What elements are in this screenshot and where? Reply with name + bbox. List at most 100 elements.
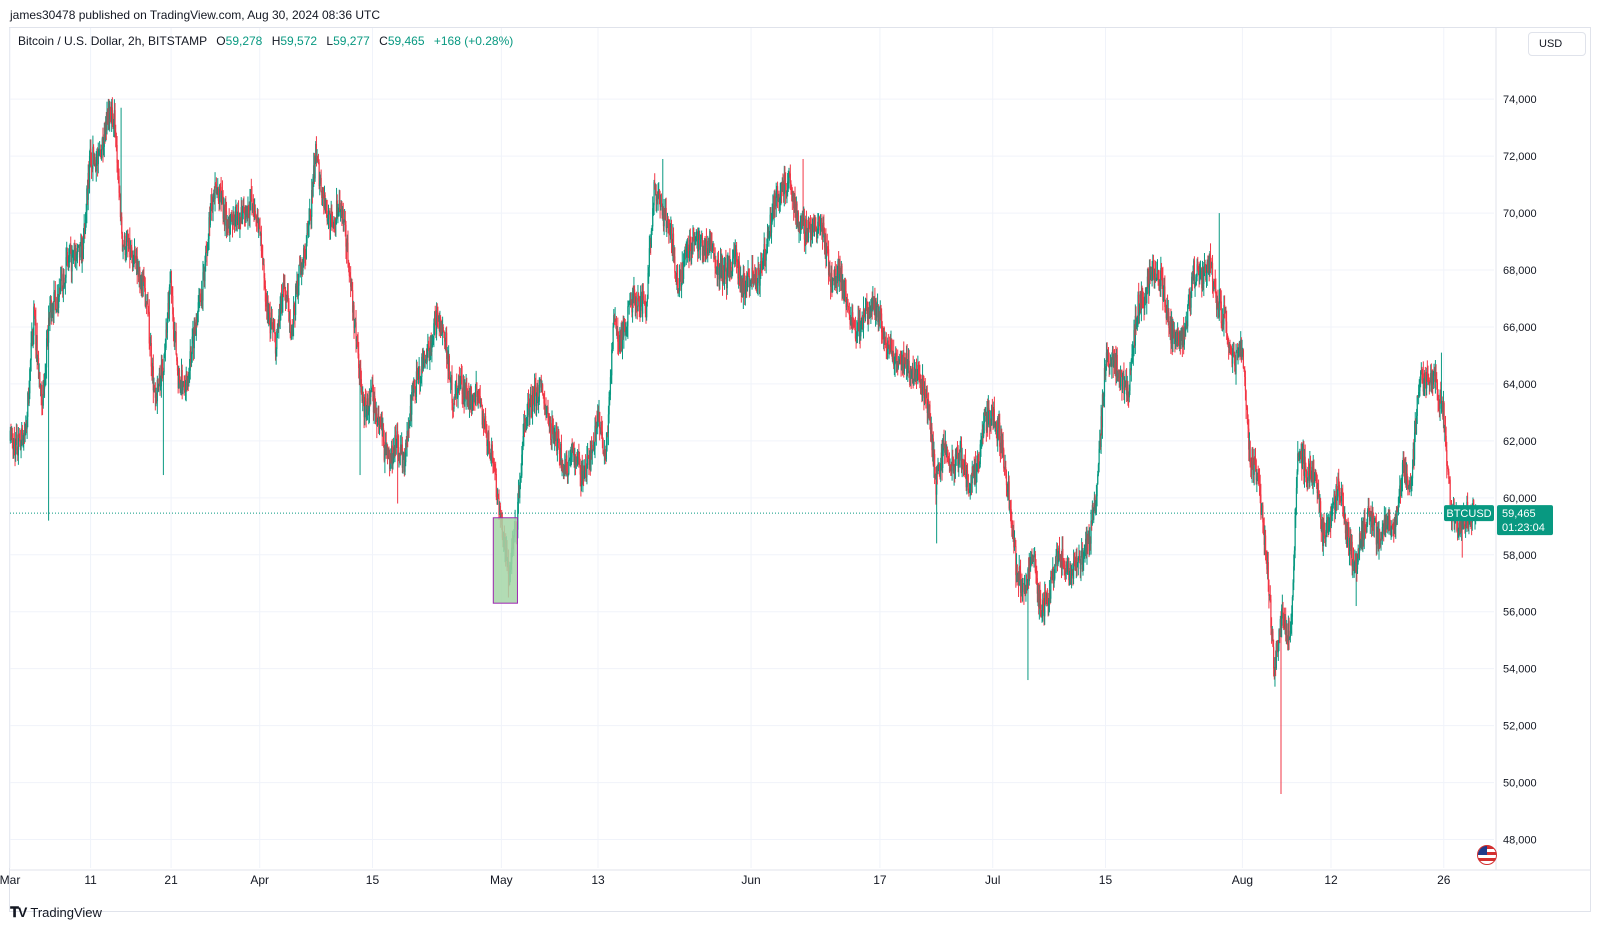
currency-button[interactable]: USD (1528, 32, 1586, 56)
candle-body (23, 432, 25, 440)
candle-body (903, 362, 906, 372)
candle-body (832, 278, 834, 281)
candle-body (1091, 505, 1093, 524)
candle-body (765, 252, 767, 261)
candle-body (422, 358, 424, 372)
candle-body (129, 238, 131, 257)
candle-body (41, 403, 44, 406)
candle-body (452, 408, 454, 409)
candle-body (1233, 351, 1235, 356)
candle-body (1442, 403, 1445, 417)
candle-body (1355, 561, 1357, 567)
candle-body (693, 228, 695, 235)
candle-body (1046, 593, 1048, 598)
candle-body (172, 314, 175, 330)
candle-body (786, 191, 788, 195)
candle-body (1266, 554, 1268, 570)
candle-body (410, 405, 412, 415)
candle-body (558, 431, 560, 448)
candle-body (419, 368, 421, 383)
candle-body (101, 138, 103, 149)
us-flag-icon[interactable] (1477, 845, 1497, 865)
candle-body (1300, 451, 1302, 454)
candle-body (80, 242, 82, 245)
axes: 74,00072,00070,00068,00066,00064,00062,0… (0, 28, 1591, 887)
candle-body (813, 223, 816, 227)
candle-body (1190, 290, 1192, 308)
candle-body (582, 470, 585, 478)
candle-body (253, 205, 255, 212)
candle-body (1183, 330, 1185, 345)
candle-body (301, 270, 303, 275)
candle-body (203, 271, 205, 273)
candle-body (442, 326, 444, 332)
candle-body (441, 321, 443, 333)
candle-body (36, 335, 38, 363)
candle-body (1356, 562, 1359, 570)
candle-body (716, 271, 718, 275)
candle-body (1306, 481, 1308, 483)
candle-body (454, 384, 456, 399)
candle-body (1274, 657, 1276, 676)
candle-body (823, 229, 826, 248)
candle-body (698, 235, 700, 239)
candle-body (368, 411, 370, 415)
candle-body (871, 302, 873, 309)
candle-body (335, 220, 337, 225)
candle-body (854, 326, 856, 328)
candle-body (1415, 415, 1418, 423)
y-tick-label: 70,000 (1503, 208, 1537, 220)
candle-body (593, 449, 595, 451)
candle-body (1067, 563, 1069, 565)
candle-body (801, 217, 804, 220)
candle-body (94, 159, 96, 164)
candle-body (631, 293, 634, 313)
tradingview-logo[interactable]: 𝐓V TradingView (10, 904, 102, 921)
candle-body (92, 146, 94, 169)
candle-body (1105, 352, 1108, 364)
candle-body (1219, 300, 1222, 302)
candle-body (244, 214, 246, 223)
candle-body (1154, 272, 1156, 278)
candle-body (158, 373, 160, 384)
candle-body (982, 429, 984, 437)
candle-body (1070, 568, 1072, 578)
candle-body (1273, 668, 1275, 676)
candle-body (86, 188, 88, 212)
candle-body (1071, 570, 1073, 574)
symbol-title[interactable]: Bitcoin / U.S. Dollar, 2h, BITSTAMP (18, 34, 207, 48)
candle-body (1268, 580, 1270, 596)
candle-body (19, 441, 22, 450)
candle-body (626, 326, 628, 329)
candle-body (1246, 406, 1248, 408)
candle-body (536, 387, 538, 393)
candle-body (190, 354, 193, 362)
candle-body (218, 200, 220, 202)
candle-body (66, 252, 68, 262)
candle-body (957, 455, 959, 468)
candle-body (199, 293, 201, 302)
candle-body (522, 435, 524, 443)
candle-body (377, 416, 379, 424)
candle-body (462, 393, 464, 397)
candle-body (1055, 554, 1057, 567)
candle-body (80, 242, 83, 264)
candle-body (979, 464, 981, 466)
candle-body (1244, 376, 1247, 391)
candle-body (817, 218, 820, 222)
candle-body (1328, 526, 1330, 535)
candle-body (1041, 615, 1043, 617)
candle-body (1161, 277, 1163, 279)
candle-body (395, 435, 397, 445)
candle-body (994, 422, 996, 425)
candle-body (429, 359, 431, 361)
candle-body (144, 288, 146, 306)
candle-body (1307, 471, 1309, 483)
candle-body (574, 456, 576, 466)
candle-body (115, 137, 117, 146)
candle-body (58, 288, 60, 297)
candle-body (746, 277, 748, 291)
candle-body (892, 352, 894, 360)
candle-body (176, 354, 178, 362)
